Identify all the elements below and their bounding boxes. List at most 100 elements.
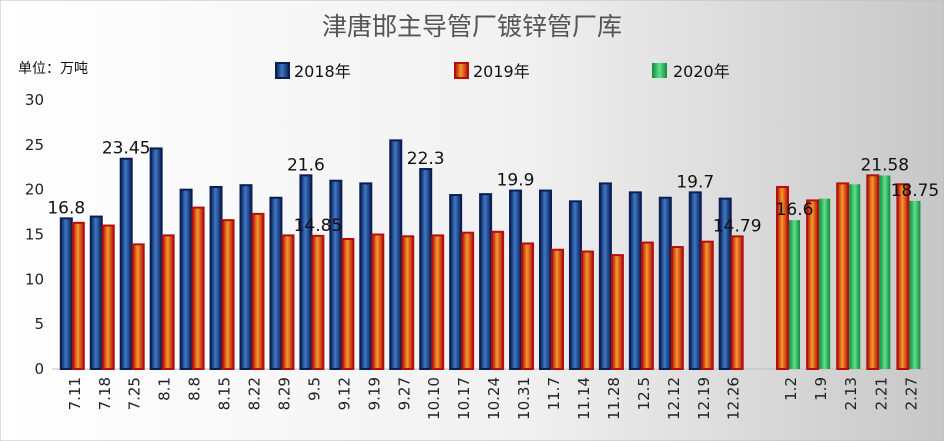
bar	[179, 188, 193, 370]
bar	[161, 234, 175, 370]
bar	[371, 233, 385, 370]
x-tick-label: 9.19	[365, 377, 383, 410]
x-tick-label: 2.27	[902, 377, 920, 410]
bar	[509, 189, 523, 370]
bar	[401, 235, 415, 370]
bar	[479, 193, 493, 370]
x-tick-label: 11.28	[605, 377, 623, 420]
x-tick-label: 12.12	[665, 377, 683, 420]
bar	[299, 174, 313, 370]
y-tick-label: 15	[25, 226, 44, 244]
bar	[329, 179, 343, 370]
x-tick-label: 8.1	[156, 377, 174, 401]
bar	[419, 168, 433, 370]
legend-swatch-2019	[454, 62, 469, 79]
unit-label: 单位：万吨	[18, 61, 88, 77]
bar	[89, 215, 103, 370]
legend-label-2018: 2018年	[294, 62, 351, 81]
bar	[101, 224, 115, 370]
y-tick-label: 10	[25, 270, 44, 288]
bar	[730, 235, 744, 370]
bar	[640, 241, 654, 371]
y-tick-label: 20	[25, 181, 44, 199]
x-tick-label: 7.18	[96, 377, 114, 410]
data-label: 22.3	[407, 149, 445, 169]
bar	[849, 184, 861, 369]
x-tick-label: 8.29	[275, 377, 293, 410]
x-tick-label: 12.5	[635, 377, 653, 410]
bar	[239, 184, 253, 370]
x-tick-label: 1.2	[782, 377, 800, 401]
bar	[209, 185, 223, 370]
x-tick-label: 9.27	[395, 377, 413, 410]
data-label: 18.75	[891, 181, 940, 201]
bar	[896, 183, 910, 370]
x-tick-label: 11.14	[575, 377, 593, 420]
bar	[670, 246, 684, 370]
bar	[521, 242, 535, 370]
x-tick-label: 10.24	[485, 377, 503, 420]
bar	[819, 198, 831, 369]
x-tick-label: 2.21	[872, 377, 890, 410]
bar	[431, 234, 445, 370]
bar	[461, 231, 475, 370]
data-label: 23.45	[102, 139, 151, 159]
data-label: 14.79	[713, 216, 762, 236]
bar	[71, 221, 85, 370]
x-tick-label: 9.5	[305, 377, 323, 401]
data-label: 21.6	[287, 155, 325, 175]
bar	[836, 182, 850, 370]
bar	[551, 248, 564, 370]
x-tick-label: 10.31	[515, 377, 533, 420]
bar	[59, 217, 73, 370]
bar	[191, 206, 205, 370]
x-tick-label: 9.12	[335, 377, 353, 410]
x-tick-label: 12.19	[695, 377, 713, 420]
bar	[610, 254, 624, 370]
bar	[251, 212, 265, 370]
data-label: 19.9	[497, 171, 535, 191]
bar	[491, 230, 505, 370]
x-tick-label: 2.13	[842, 377, 860, 410]
y-tick-label: 0	[34, 360, 44, 378]
bar	[539, 189, 552, 370]
bar	[789, 220, 800, 369]
bar	[879, 175, 891, 369]
bar	[449, 194, 463, 370]
bar	[806, 199, 820, 370]
legend: 2018年 2019年 2020年	[275, 62, 730, 81]
x-axis: 7.11 7.18 7.25 8.1 8.8 8.15 8.22 8.29 9.5 9.12 9.1…	[66, 377, 921, 420]
bar	[119, 157, 133, 370]
bar	[341, 237, 355, 370]
x-tick-label: 8.15	[216, 377, 234, 410]
chart-title: 津唐邯主导管厂镀锌管厂库	[322, 12, 622, 41]
bar	[598, 182, 612, 370]
y-tick-label: 25	[25, 136, 44, 154]
y-tick-label: 30	[25, 91, 44, 109]
bar	[131, 243, 145, 370]
x-tick-label: 10.17	[455, 377, 473, 420]
bar	[281, 234, 295, 370]
bar	[359, 182, 373, 370]
bar	[866, 174, 880, 370]
x-tick-label: 10.10	[425, 377, 443, 420]
data-label: 19.7	[676, 172, 714, 192]
bar	[909, 200, 921, 369]
legend-label-2019: 2019年	[473, 62, 530, 81]
bar	[628, 191, 642, 370]
bar	[149, 147, 163, 370]
x-tick-label: 7.25	[126, 377, 144, 410]
legend-swatch-2020	[652, 63, 667, 78]
bar	[311, 234, 325, 370]
x-tick-label: 12.26	[725, 377, 743, 420]
legend-label-2020: 2020年	[673, 62, 730, 81]
x-tick-label: 8.8	[186, 377, 204, 401]
bar	[389, 139, 403, 370]
data-label: 21.58	[860, 155, 909, 175]
data-label: 16.6	[776, 200, 814, 220]
bar	[568, 200, 582, 370]
x-tick-label: 1.9	[812, 377, 830, 401]
bar	[776, 185, 789, 370]
